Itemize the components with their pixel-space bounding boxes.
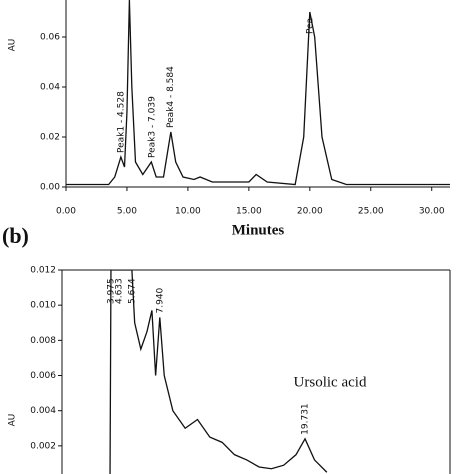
peak-label: Peak3 - 7.039 [147, 96, 157, 158]
y-tick-label: 0.002 [30, 441, 56, 451]
peak-label: 5.674 [127, 278, 137, 304]
peak-label: Pea [305, 18, 315, 34]
y-axis-label: AU [8, 414, 18, 427]
y-tick-label: 0.012 [30, 266, 56, 276]
panel-label: (b) [2, 223, 29, 248]
peak-label: 19.731 [301, 403, 311, 435]
x-tick-label: 0.00 [56, 207, 76, 217]
y-tick-label: 0.04 [40, 83, 60, 93]
x-tick-label: 5.00 [117, 207, 137, 217]
x-tick-label: 10.00 [175, 207, 201, 217]
y-axis-label: AU [8, 39, 18, 52]
annotation: Ursolic acid [294, 374, 367, 390]
plot-area [66, 0, 450, 186]
peak-label: Peak4 - 8.584 [166, 66, 176, 128]
y-tick-label: 0.010 [30, 301, 56, 311]
trace [66, 0, 450, 186]
y-tick-label: 0.02 [40, 133, 60, 143]
trace [109, 270, 328, 474]
x-tick-label: 20.00 [297, 207, 323, 217]
y-tick-label: 0.004 [30, 406, 56, 416]
y-tick-label: 0.006 [30, 371, 56, 381]
peak-label: Peak1 - 4.528 [117, 91, 127, 153]
peak-label: 7.940 [155, 287, 165, 313]
peak-label: 3.975 [106, 278, 116, 304]
plot-area [109, 270, 328, 474]
y-tick-label: 0.008 [30, 336, 56, 346]
x-tick-label: 25.00 [358, 207, 384, 217]
peak-label: 4.633 [115, 278, 125, 304]
x-tick-label: 30.00 [419, 207, 445, 217]
x-tick-label: 15.00 [236, 207, 262, 217]
y-tick-label: 0.06 [40, 33, 60, 43]
x-axis-label: Minutes [232, 222, 285, 238]
y-tick-label: 0.00 [40, 183, 60, 193]
